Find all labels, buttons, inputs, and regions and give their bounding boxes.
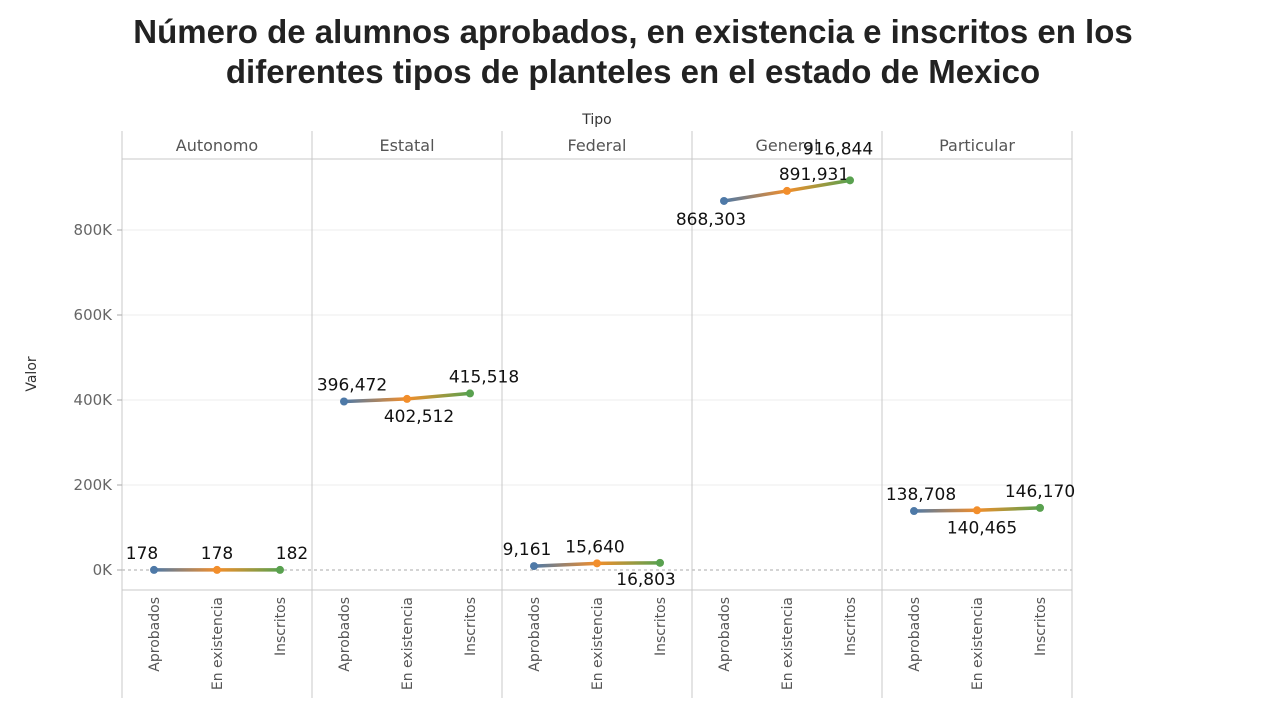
x-tick-label: Aprobados [527, 597, 543, 672]
data-label: 16,803 [616, 570, 675, 590]
data-label: 868,303 [676, 210, 746, 230]
y-tick-label: 200K [74, 476, 114, 494]
data-point [656, 558, 664, 567]
data-label: 15,640 [565, 537, 624, 557]
data-label: 146,170 [1005, 482, 1075, 502]
data-label: 402,512 [384, 407, 454, 427]
data-label: 891,931 [779, 165, 849, 185]
facet-federal: Federal 9,161 15,640 16,803 Aprobados En exis… [503, 136, 676, 690]
series-line [342, 397, 409, 404]
data-point [846, 176, 854, 185]
facets: Autonomo 178 178 182 Aprobados En existencia I… [126, 136, 1075, 690]
chart-title-line-2: diferentes tipos de planteles en el esta… [225, 53, 1041, 90]
data-point [340, 397, 348, 406]
x-tick-label: Inscritos [843, 597, 859, 656]
data-label: 916,844 [803, 139, 873, 159]
facet-autonomo: Autonomo 178 178 182 Aprobados En existencia I… [126, 136, 308, 690]
data-label: 178 [126, 544, 158, 564]
data-label: 138,708 [886, 485, 956, 505]
data-label: 140,465 [947, 518, 1017, 538]
data-label: 182 [276, 544, 308, 564]
x-tick-label: Aprobados [717, 597, 733, 672]
y-tick-label: 800K [74, 221, 114, 239]
facet-header: General [755, 136, 818, 155]
x-tick-label: Inscritos [273, 597, 289, 656]
x-tick-label: Inscritos [653, 597, 669, 656]
facet-particular: Particular 138,708 140,465 146,170 Aprobados… [886, 136, 1075, 690]
data-label: 9,161 [503, 540, 552, 560]
x-tick-label: Inscritos [463, 597, 479, 656]
y-axis: 0K 200K 400K 600K 800K [74, 221, 122, 579]
x-tick-label: Aprobados [907, 597, 923, 672]
facet-axis-title: Tipo [581, 112, 611, 128]
facet-header: Particular [939, 136, 1015, 155]
y-tick-label: 0K [93, 561, 114, 579]
x-tick-label: Inscritos [1033, 597, 1049, 656]
facet-general: General 868,303 891,931 916,844 Aprobados En … [676, 136, 873, 690]
x-tick-label: En existencia [590, 597, 606, 690]
data-point [150, 565, 158, 574]
series-line [405, 391, 472, 401]
data-point [466, 389, 474, 398]
facet-estatal: Estatal 396,472 402,512 415,518 Aprobados En … [317, 136, 519, 690]
series-line [722, 189, 789, 203]
data-point [973, 506, 981, 515]
data-point [530, 562, 538, 571]
data-point [213, 565, 221, 574]
data-point [720, 196, 728, 205]
facet-header: Federal [568, 136, 627, 155]
chart-title-line-1: Número de alumnos aprobados, en existenc… [133, 13, 1133, 50]
data-point [593, 559, 601, 568]
y-axis-title: Valor [24, 356, 40, 392]
data-point [276, 565, 284, 574]
data-label: 415,518 [449, 367, 519, 387]
facet-header: Estatal [379, 136, 434, 155]
data-point [1036, 503, 1044, 512]
chart-title: Número de alumnos aprobados, en existenc… [0, 12, 1266, 92]
x-tick-label: Aprobados [337, 597, 353, 672]
x-tick-label: En existencia [780, 597, 796, 690]
y-tick-label: 400K [74, 391, 114, 409]
data-point [783, 186, 791, 195]
x-tick-label: En existencia [970, 597, 986, 690]
gridlines [122, 229, 1072, 571]
series-line [912, 508, 979, 513]
x-tick-label: En existencia [210, 597, 226, 690]
facet-frame [121, 131, 1073, 698]
series-line [785, 178, 852, 193]
series-line [975, 506, 1042, 513]
series-line [532, 561, 599, 568]
x-tick-label: En existencia [400, 597, 416, 690]
data-point [403, 394, 411, 403]
y-tick-label: 600K [74, 306, 114, 324]
data-label: 178 [201, 544, 233, 564]
x-tick-label: Aprobados [147, 597, 163, 672]
facet-header: Autonomo [176, 136, 258, 155]
data-label: 396,472 [317, 375, 387, 395]
data-point [910, 507, 918, 516]
